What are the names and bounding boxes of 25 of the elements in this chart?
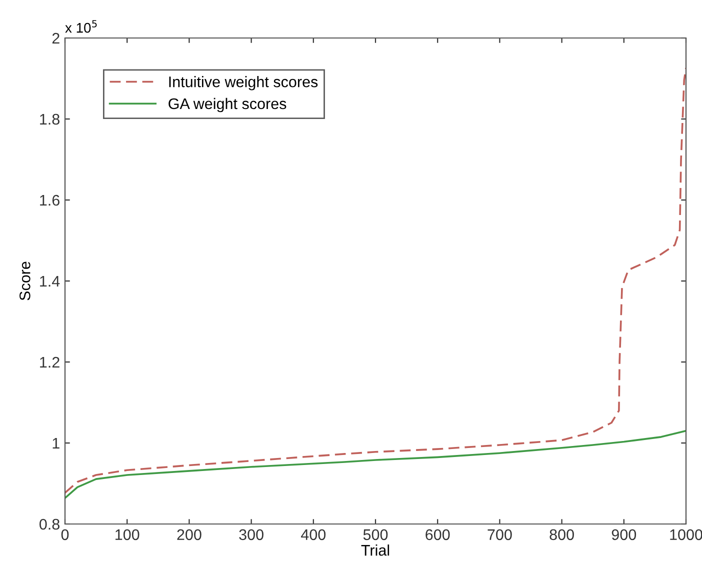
x-tick-label: 300 xyxy=(239,529,264,540)
x-tick-label: 900 xyxy=(612,529,636,540)
x-tick-label: 400 xyxy=(301,529,326,540)
x-tick-label: 100 xyxy=(116,529,140,540)
y-tick-label: 1.4 xyxy=(40,276,60,287)
y-axis-title: Score xyxy=(20,262,30,300)
y-tick-label: 0.8 xyxy=(40,518,60,530)
y-tick-label: 1.2 xyxy=(40,356,60,368)
y-tick-label: 1 xyxy=(52,438,60,449)
x-tick-label: 800 xyxy=(550,529,574,540)
line-series xyxy=(65,67,686,494)
text: x 10$^{5}$ xyxy=(65,20,97,33)
legend-label: Intuitive weight scores xyxy=(169,76,318,90)
y-tick-label: 1.8 xyxy=(40,114,60,125)
y-tick-label: 1.6 xyxy=(40,194,60,206)
legend-label: GA weight scores xyxy=(168,98,286,112)
x-tick-label: 1000 xyxy=(670,529,702,540)
x-tick-label: 700 xyxy=(488,529,512,540)
x-tick-label: 600 xyxy=(426,529,450,540)
x-tick-label: 200 xyxy=(177,529,202,540)
x-tick-label: 500 xyxy=(363,529,388,540)
x-axis-title: Trial xyxy=(361,544,390,556)
x-tick-label: 0 xyxy=(61,529,69,540)
y-tick-label: 2 xyxy=(52,32,60,44)
line-series xyxy=(65,430,686,499)
